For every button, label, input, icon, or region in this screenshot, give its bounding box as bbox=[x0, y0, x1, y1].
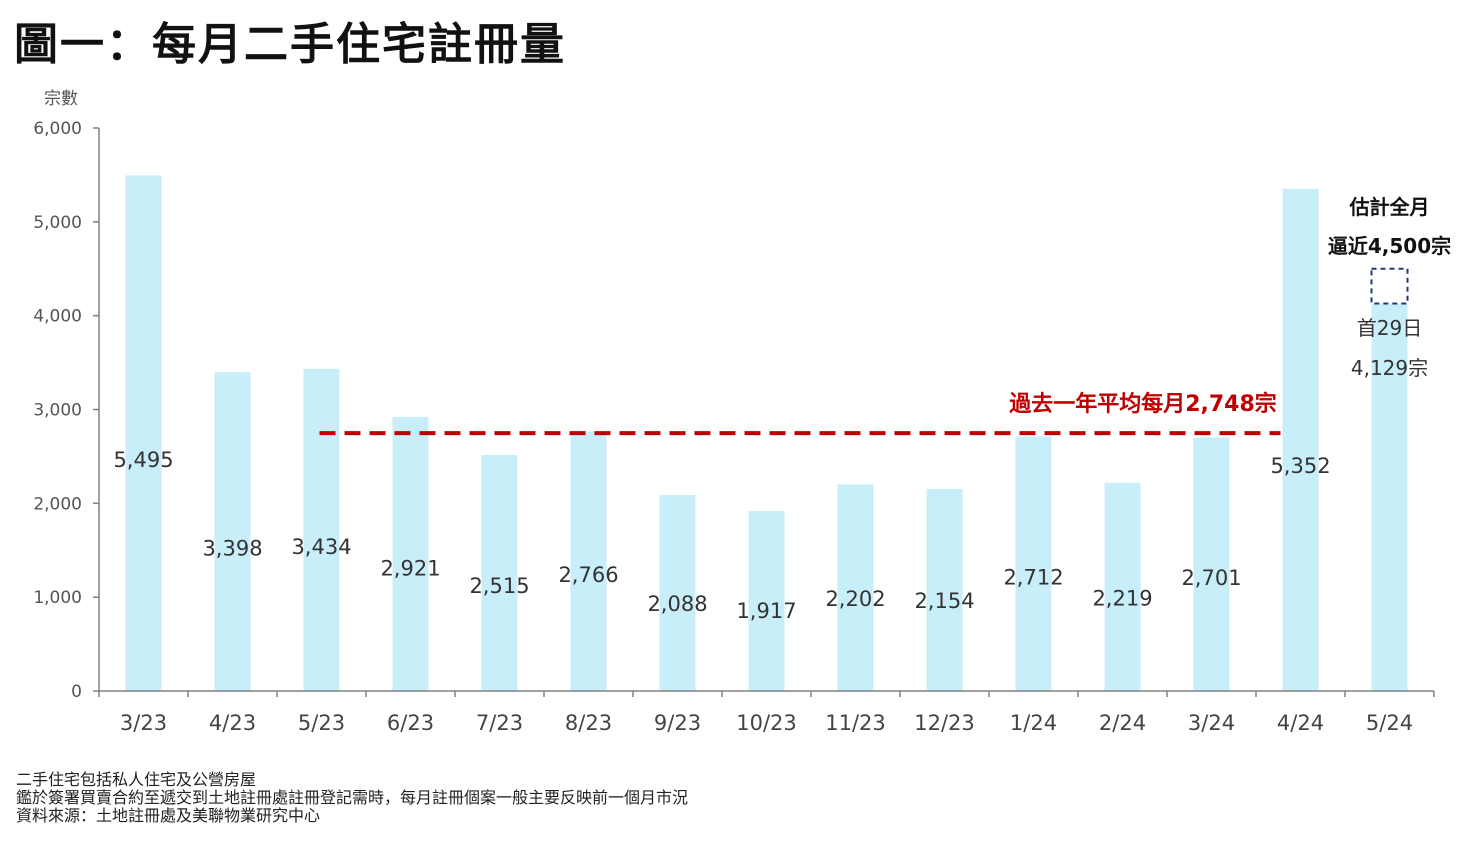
y-axis: 0 1,000 2,000 3,000 4,000 5,000 6,000 bbox=[33, 119, 100, 702]
bar-4/24 bbox=[1282, 188, 1319, 691]
bar-2/24 bbox=[1104, 482, 1141, 691]
data-label: 2,712 bbox=[1003, 565, 1063, 589]
bar-12/23 bbox=[926, 488, 963, 691]
data-label: 5,495 bbox=[113, 448, 173, 472]
bar-5/24 bbox=[1371, 303, 1408, 691]
x-tick-label: 10/23 bbox=[736, 711, 797, 735]
data-label: 2,202 bbox=[825, 587, 885, 611]
y-tick-label: 1,000 bbox=[33, 588, 82, 608]
x-tick-label: 1/24 bbox=[1010, 711, 1057, 735]
y-tick-label: 0 bbox=[71, 682, 82, 702]
data-label: 2,515 bbox=[469, 574, 529, 598]
footnote-scope: 二手住宅包括私人住宅及公營房屋 bbox=[16, 770, 257, 789]
y-tick-label: 4,000 bbox=[33, 307, 82, 327]
x-tick-label: 12/23 bbox=[914, 711, 975, 735]
bars bbox=[125, 175, 1408, 691]
footnote-source: 資料來源：土地註冊處及美聯物業研究中心 bbox=[16, 806, 321, 825]
bar-7/23 bbox=[481, 455, 518, 691]
chart-title: 圖一：每月二手住宅註冊量 bbox=[14, 19, 566, 70]
footnote-lag: 鑑於簽署買賣合約至遞交到土地註冊處註冊登記需時，每月註冊個案一般主要反映前一個月… bbox=[16, 788, 689, 807]
data-label: 3,434 bbox=[291, 535, 351, 559]
x-tick-label: 9/23 bbox=[654, 711, 701, 735]
bar-10/23 bbox=[748, 511, 785, 691]
bar-6/23 bbox=[392, 416, 429, 691]
data-label: 2,219 bbox=[1092, 586, 1152, 610]
bar-5/23 bbox=[303, 368, 340, 691]
data-label: 2,701 bbox=[1181, 566, 1241, 590]
bar-8/23 bbox=[570, 431, 607, 691]
x-tick-label: 8/23 bbox=[565, 711, 612, 735]
x-tick-label: 4/23 bbox=[209, 711, 256, 735]
data-label: 1,917 bbox=[736, 599, 796, 623]
y-tick-label: 2,000 bbox=[33, 494, 82, 514]
x-tick-label: 11/23 bbox=[825, 711, 886, 735]
value-labels: 5,495 3,398 3,434 2,921 2,515 2,766 2,088 1,917… bbox=[113, 448, 1330, 623]
x-tick-label: 5/23 bbox=[298, 711, 345, 735]
bar-3/24 bbox=[1193, 437, 1230, 691]
bar-3/23 bbox=[125, 175, 162, 691]
y-tick-label: 6,000 bbox=[33, 119, 82, 139]
data-label: 3,398 bbox=[202, 537, 262, 561]
estimate-label-line1: 估計全月 bbox=[1349, 195, 1430, 219]
bar-4/23 bbox=[214, 372, 251, 691]
x-tick-label: 5/24 bbox=[1366, 711, 1413, 735]
data-label: 2,088 bbox=[647, 592, 707, 616]
partial-month-label-line1: 首29日 bbox=[1357, 316, 1422, 340]
x-tick-label: 4/24 bbox=[1277, 711, 1324, 735]
data-label: 5,352 bbox=[1270, 454, 1330, 478]
bar-11/23 bbox=[837, 484, 874, 691]
average-label: 過去一年平均每月2,748宗 bbox=[1009, 391, 1277, 417]
x-tick-label: 3/24 bbox=[1188, 711, 1235, 735]
bar-chart: 宗數 0 1,000 2,000 3,000 4,000 5,000 6,000 3/23 4… bbox=[33, 89, 1451, 735]
data-label: 2,766 bbox=[558, 563, 618, 587]
x-tick-label: 6/23 bbox=[387, 711, 434, 735]
bar-1/24 bbox=[1015, 436, 1052, 691]
x-tick-label: 3/23 bbox=[120, 711, 167, 735]
bar-9/23 bbox=[659, 495, 696, 691]
estimate-label-line2: 逼近4,500宗 bbox=[1328, 234, 1451, 258]
x-tick-label: 7/23 bbox=[476, 711, 523, 735]
footnotes: 二手住宅包括私人住宅及公營房屋 鑑於簽署買賣合約至遞交到土地註冊處註冊登記需時，… bbox=[16, 771, 688, 825]
y-tick-label: 5,000 bbox=[33, 213, 82, 233]
estimate-box bbox=[1370, 267, 1409, 305]
partial-month-label-line2: 4,129宗 bbox=[1351, 356, 1428, 380]
x-axis: 3/23 4/23 5/23 6/23 7/23 8/23 9/23 10/23 11/23 12… bbox=[98, 690, 1435, 735]
x-tick-label: 2/24 bbox=[1099, 711, 1146, 735]
data-label: 2,154 bbox=[914, 589, 974, 613]
data-label: 2,921 bbox=[380, 557, 440, 581]
y-tick-label: 3,000 bbox=[33, 401, 82, 421]
y-axis-label: 宗數 bbox=[44, 89, 78, 109]
